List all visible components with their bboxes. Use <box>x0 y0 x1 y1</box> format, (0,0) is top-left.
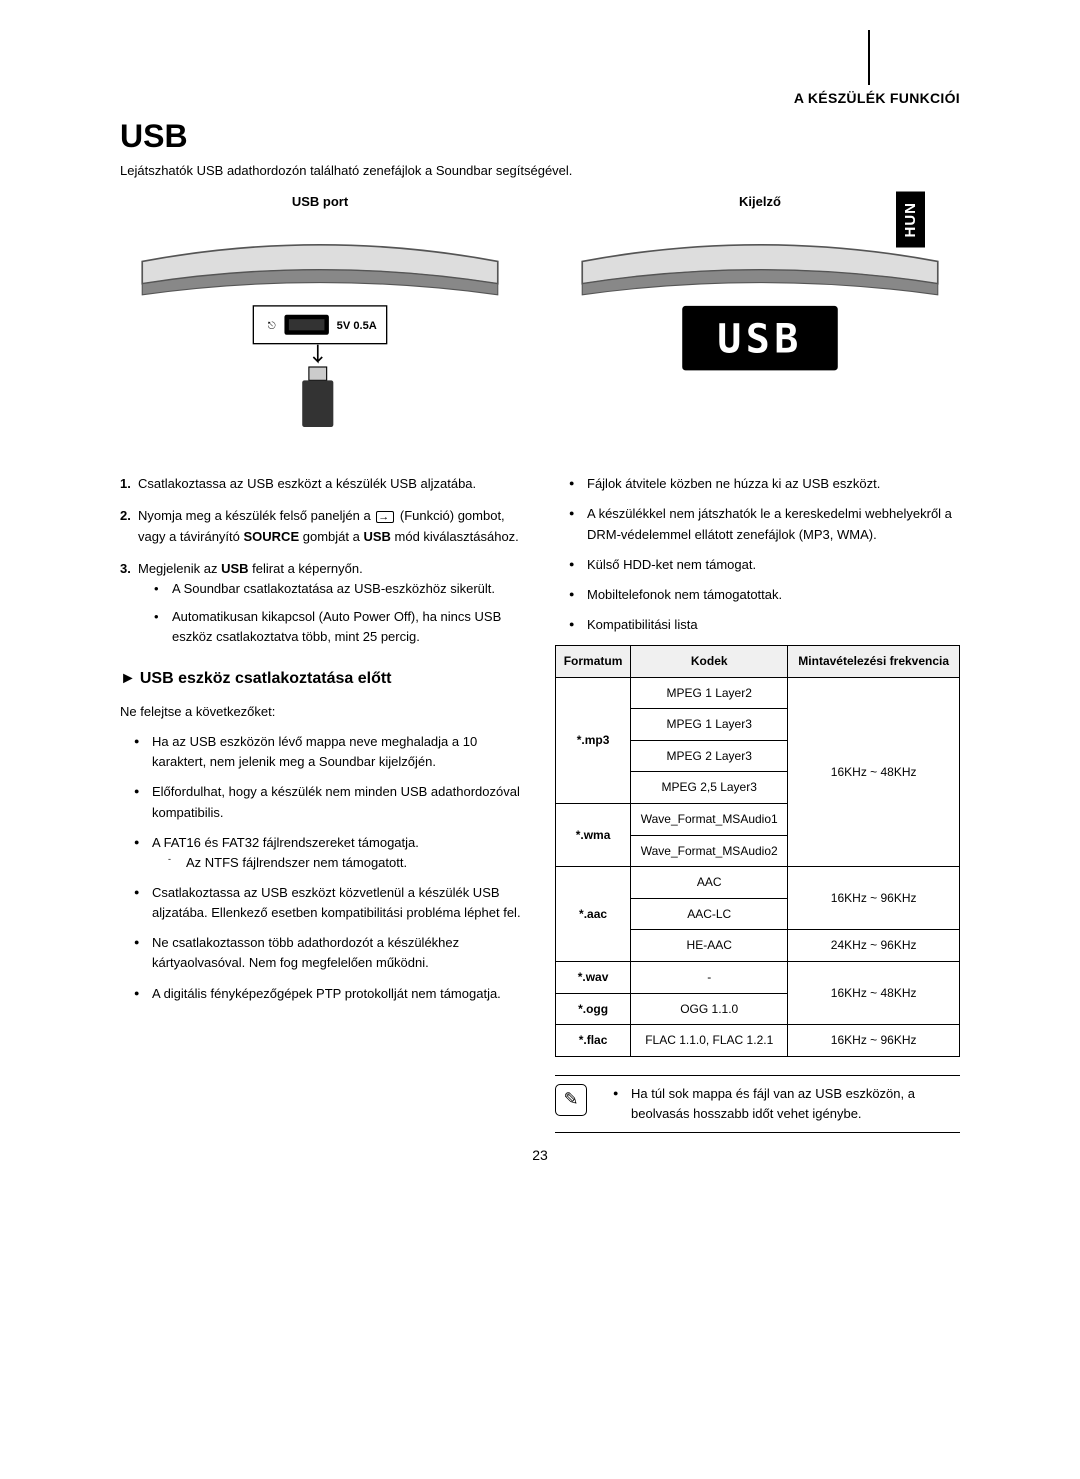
ntfs-note: Az NTFS fájlrendszer nem támogatott. <box>172 853 525 873</box>
codec-mp3-0: MPEG 1 Layer2 <box>631 677 788 709</box>
freq-wav-ogg: 16KHz ~ 48KHz <box>788 962 960 1025</box>
step-1: 1.Csatlakoztassa az USB eszközt a készül… <box>120 474 525 494</box>
page-number: 23 <box>532 1147 548 1163</box>
codec-mp3-3: MPEG 2,5 Layer3 <box>631 772 788 804</box>
codec-aac-1: AAC-LC <box>631 898 788 930</box>
language-tab: HUN <box>896 192 925 248</box>
main-title: USB <box>120 118 960 155</box>
freq-aac-1: 24KHz ~ 96KHz <box>788 930 960 962</box>
step-3: 3.Megjelenik az USB felirat a képernyőn.… <box>120 559 525 648</box>
left-bullets: Ha az USB eszközön lévő mappa neve megha… <box>120 732 525 1004</box>
usb-symbol: ⎋ <box>268 321 276 332</box>
fmt-ogg: *.ogg <box>556 993 631 1025</box>
function-icon <box>376 511 394 523</box>
compatibility-table: Formatum Kodek Mintavételezési frekvenci… <box>555 645 960 1057</box>
note-box: ✎ Ha túl sok mappa és fájl van az USB es… <box>555 1075 960 1133</box>
lb-4: Ne csatlakoztasson több adathordozót a k… <box>138 933 525 973</box>
display-usb-text: USB <box>717 317 803 363</box>
right-column: Fájlok átvitele közben ne húzza ki az US… <box>555 474 960 1133</box>
codec-flac: FLAC 1.1.0, FLAC 1.2.1 <box>631 1025 788 1057</box>
fmt-wav: *.wav <box>556 962 631 994</box>
freq-mp3-wma: 16KHz ~ 48KHz <box>788 677 960 867</box>
left-column: 1.Csatlakoztassa az USB eszközt a készül… <box>120 474 525 1133</box>
codec-aac-2: HE-AAC <box>631 930 788 962</box>
step-2: 2. Nyomja meg a készülék felső paneljén … <box>120 506 525 546</box>
step3-sub-1: A Soundbar csatlakoztatása az USB-eszköz… <box>158 579 525 599</box>
note-text: Ha túl sok mappa és fájl van az USB eszk… <box>617 1084 960 1124</box>
usb-bold-2: USB <box>221 561 248 576</box>
section-header: A KÉSZÜLÉK FUNKCIÓI <box>120 90 960 106</box>
rb-3: Mobiltelefonok nem támogatottak. <box>573 585 960 605</box>
usb-port-label: USB port <box>120 194 520 209</box>
th-format: Formatum <box>556 646 631 678</box>
soundbar-usb-illustration: ⎋ 5V 0.5A <box>120 217 520 439</box>
fmt-mp3: *.mp3 <box>556 677 631 803</box>
sub-heading-text: USB eszköz csatlakoztatása előtt <box>140 670 392 687</box>
rb-4: Kompatibilitási lista <box>573 615 960 635</box>
header-divider <box>868 30 870 85</box>
ntfs-sublist: Az NTFS fájlrendszer nem támogatott. <box>152 853 525 873</box>
lb-0: Ha az USB eszközön lévő mappa neve megha… <box>138 732 525 772</box>
codec-mp3-1: MPEG 1 Layer3 <box>631 709 788 741</box>
usb-bold: USB <box>363 529 390 544</box>
codec-mp3-2: MPEG 2 Layer3 <box>631 740 788 772</box>
fmt-flac: *.flac <box>556 1025 631 1057</box>
codec-wav: - <box>631 962 788 994</box>
rb-1: A készülékkel nem játszhatók le a keresk… <box>573 504 960 544</box>
step-1-text: Csatlakoztassa az USB eszközt a készülék… <box>138 476 476 491</box>
usb-port-figure: USB port ⎋ 5V 0.5A <box>120 194 520 444</box>
port-voltage-text: 5V 0.5A <box>337 320 377 332</box>
codec-wma-1: Wave_Format_MSAudio2 <box>631 835 788 867</box>
codec-aac-0: AAC <box>631 867 788 899</box>
note-icon: ✎ <box>555 1084 587 1116</box>
th-freq: Mintavételezési frekvencia <box>788 646 960 678</box>
arrow-icon: ► <box>120 670 136 687</box>
source-bold: SOURCE <box>244 529 300 544</box>
codec-wma-0: Wave_Format_MSAudio1 <box>631 804 788 836</box>
step-3-sublist: A Soundbar csatlakoztatása az USB-eszköz… <box>138 579 525 647</box>
rb-0: Fájlok átvitele közben ne húzza ki az US… <box>573 474 960 494</box>
content-columns: 1.Csatlakoztassa az USB eszközt a készül… <box>120 474 960 1133</box>
sub-heading: ►USB eszköz csatlakoztatása előtt <box>120 667 525 692</box>
steps-list: 1.Csatlakoztassa az USB eszközt a készül… <box>120 474 525 647</box>
freq-flac: 16KHz ~ 96KHz <box>788 1025 960 1057</box>
note-text-container: Ha túl sok mappa és fájl van az USB eszk… <box>599 1084 960 1124</box>
lb-2-text: A FAT16 és FAT32 fájlrendszereket támoga… <box>152 835 419 850</box>
right-bullets: Fájlok átvitele közben ne húzza ki az US… <box>555 474 960 635</box>
sub-intro: Ne felejtse a következőket: <box>120 702 525 722</box>
codec-ogg: OGG 1.1.0 <box>631 993 788 1025</box>
step3-sub-2: Automatikusan kikapcsol (Auto Power Off)… <box>158 607 525 647</box>
fmt-aac: *.aac <box>556 867 631 962</box>
intro-text: Lejátszhatók USB adathordozón található … <box>120 163 960 178</box>
image-row: USB port ⎋ 5V 0.5A Kijelző USB <box>120 194 960 444</box>
soundbar-display-illustration: USB <box>560 217 960 439</box>
fmt-wma: *.wma <box>556 804 631 867</box>
th-codec: Kodek <box>631 646 788 678</box>
lb-3: Csatlakoztassa az USB eszközt közvetlenü… <box>138 883 525 923</box>
lb-2: A FAT16 és FAT32 fájlrendszereket támoga… <box>138 833 525 873</box>
lb-1: Előfordulhat, hogy a készülék nem minden… <box>138 782 525 822</box>
lb-5: A digitális fényképezőgépek PTP protokol… <box>138 984 525 1004</box>
freq-aac-0: 16KHz ~ 96KHz <box>788 867 960 930</box>
rb-2: Külső HDD-ket nem támogat. <box>573 555 960 575</box>
